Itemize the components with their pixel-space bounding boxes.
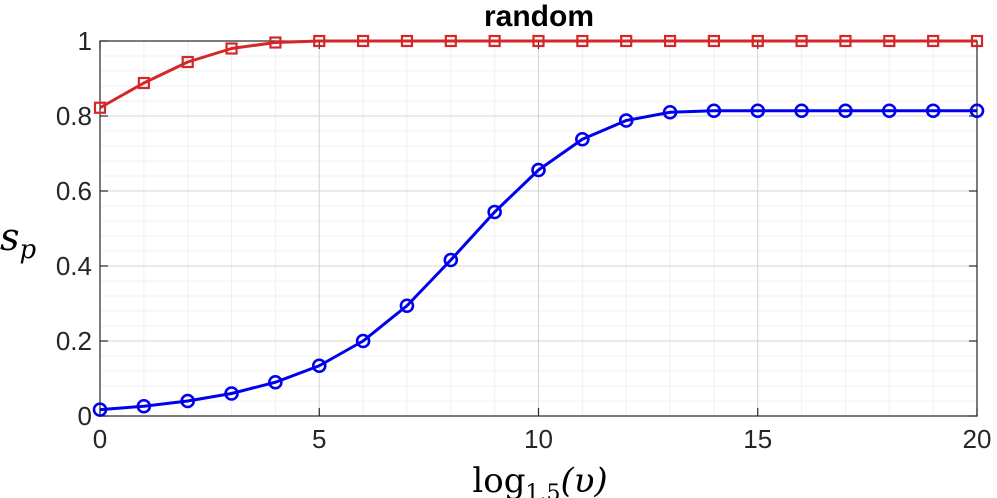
data-point-square xyxy=(663,34,677,48)
chart-title: random xyxy=(484,0,594,33)
y-axis-label-main: s xyxy=(0,215,20,259)
x-tick-label: 5 xyxy=(312,424,326,454)
data-point-square xyxy=(839,34,852,48)
data-point-square xyxy=(313,34,326,48)
data-point-square xyxy=(532,34,545,48)
data-point-circle xyxy=(618,113,634,128)
data-point-square xyxy=(269,36,282,49)
y-tick-label: 0.8 xyxy=(56,101,92,131)
data-point-square xyxy=(225,42,238,55)
grid xyxy=(99,40,978,417)
data-point-circle xyxy=(399,298,415,314)
series-line-square xyxy=(99,39,977,110)
y-axis-label-sub: p xyxy=(20,235,37,265)
x-axis-label-sub: 1.5 xyxy=(525,481,560,498)
data-point-circle xyxy=(969,103,985,119)
data-point-circle xyxy=(575,131,590,147)
x-tick-label: 20 xyxy=(963,424,992,454)
data-point-circle xyxy=(838,103,853,119)
data-point-circle xyxy=(925,103,941,119)
data-point-circle xyxy=(531,162,546,178)
data-point-circle xyxy=(92,402,108,417)
data-point-circle xyxy=(311,358,327,374)
series-square xyxy=(93,34,984,114)
y-tick-label: 0.2 xyxy=(56,326,92,356)
data-point-circle xyxy=(487,204,502,220)
x-axis-label-main: log xyxy=(472,461,525,498)
data-point-circle xyxy=(443,252,459,268)
y-axis-label: sp xyxy=(0,215,37,265)
data-point-square xyxy=(444,34,457,48)
x-tick-label: 0 xyxy=(93,424,107,454)
data-point-square xyxy=(795,34,808,48)
data-point-square xyxy=(927,34,940,48)
data-point-circle xyxy=(136,398,152,414)
data-point-circle xyxy=(180,393,195,409)
series-group xyxy=(92,34,985,417)
data-point-square xyxy=(488,34,501,48)
data-point-square xyxy=(707,34,721,48)
data-point-circle xyxy=(706,103,722,119)
series-circle xyxy=(92,103,985,417)
y-tick-label: 1 xyxy=(78,26,92,56)
data-point-circle xyxy=(881,103,897,119)
data-point-circle xyxy=(224,386,239,401)
x-tick-label: 10 xyxy=(524,424,553,454)
data-point-square xyxy=(357,34,370,48)
data-point-square xyxy=(181,55,194,69)
x-axis-label: log1.5(υ) xyxy=(472,461,607,498)
data-point-circle xyxy=(355,333,371,349)
data-point-square xyxy=(970,34,984,48)
y-tick-label: 0.6 xyxy=(56,176,92,206)
data-point-circle xyxy=(750,103,766,119)
y-tick-label: 0 xyxy=(78,401,92,431)
data-point-square xyxy=(620,34,633,48)
data-point-square xyxy=(137,76,150,90)
data-point-square xyxy=(400,34,414,48)
tick-labels: 0 5 10 15 20 0 0.2 0.4 0.6 0.8 1 xyxy=(56,26,992,454)
x-tick-label: 15 xyxy=(743,424,772,454)
data-point-square xyxy=(576,34,589,48)
x-axis-label-arg: (υ) xyxy=(560,461,607,498)
data-point-square xyxy=(883,34,896,48)
data-point-circle xyxy=(662,104,678,120)
data-point-square xyxy=(751,34,764,48)
data-point-circle xyxy=(268,374,283,390)
series-line-circle xyxy=(99,109,977,412)
y-tick-label: 0.4 xyxy=(56,251,92,281)
data-point-square xyxy=(93,101,107,114)
data-point-circle xyxy=(794,103,809,119)
